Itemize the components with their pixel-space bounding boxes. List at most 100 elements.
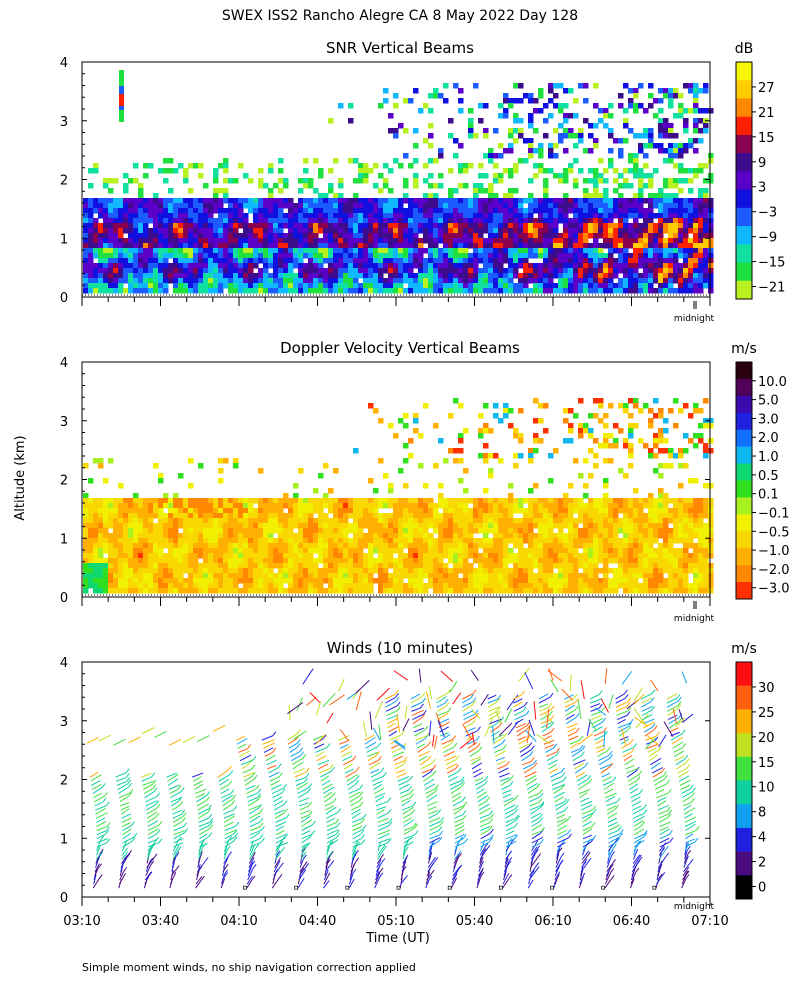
doppler-cell [258,533,264,539]
doppler-cell [483,573,489,579]
snr-cell [578,273,584,279]
doppler-cell [258,518,264,524]
doppler-cell [258,573,264,579]
snr-cell [418,243,424,249]
snr-cell [163,158,169,164]
snr-cell [703,218,709,224]
snr-cell [548,213,554,219]
snr-cell [588,273,594,279]
snr-cell [568,228,574,234]
doppler-cell [98,528,104,534]
snr-cell [623,258,629,264]
snr-cell [648,278,654,284]
snr-cell [563,263,569,269]
snr-cell [413,258,419,264]
snr-cell [183,178,189,184]
snr-cell [673,178,679,184]
doppler-cell [93,518,99,524]
snr-cell [583,233,589,239]
snr-cell [518,228,524,234]
snr-cell [513,213,519,219]
doppler-cell [413,543,419,549]
snr-cell [163,258,169,264]
snr-cell [193,268,199,274]
doppler-cell [288,513,294,519]
snr-cell [613,213,619,219]
snr-cell [488,268,494,274]
snr-cell [593,103,599,109]
snr-cell [83,288,89,294]
snr-cell [698,248,704,254]
doppler-cell [368,513,374,519]
doppler-cell [433,563,439,569]
snr-cell [358,168,364,174]
snr-cell [488,153,494,159]
snr-cell [398,283,404,289]
snr-cell [363,198,369,204]
snr-cell [273,233,279,239]
snr-cell [198,228,204,234]
doppler-cell [133,583,139,589]
doppler-cell [408,533,414,539]
doppler-cell [548,548,554,554]
snr-cell [643,163,649,169]
doppler-cell [323,563,329,569]
snr-cell [273,213,279,219]
doppler-cell [538,418,544,424]
doppler-cell [118,518,124,524]
doppler-cell [428,563,434,569]
doppler-cell [318,558,324,564]
snr-cell [298,268,304,274]
snr-cell [508,268,514,274]
snr-cell [508,128,514,134]
snr-cell [458,238,464,244]
doppler-cell [438,493,444,499]
snr-cell [403,263,409,269]
snr-cell [273,228,279,234]
snr-cell [603,238,609,244]
doppler-cell [188,503,194,509]
snr-cell [703,108,709,114]
snr-cell [88,203,94,209]
doppler-cell [508,568,514,574]
snr-cell [353,258,359,264]
doppler-cell [308,518,314,524]
snr-cell [388,223,394,229]
doppler-cell [93,503,99,509]
doppler-cell [483,518,489,524]
snr-cell [543,103,549,109]
snr-cell [648,103,654,109]
snr-cell [138,208,144,214]
snr-cell [123,203,129,209]
snr-cell [258,168,264,174]
doppler-cell [528,533,534,539]
snr-cell [123,273,129,279]
snr-cell [193,243,199,249]
snr-cell [273,288,279,294]
doppler-cell [313,573,319,579]
snr-cell [583,243,589,249]
doppler-cell [178,503,184,509]
snr-cell [103,283,109,289]
doppler-cell [133,538,139,544]
doppler-cell [383,548,389,554]
doppler-cell [403,568,409,574]
doppler-cell [483,583,489,589]
doppler-cell [398,568,404,574]
snr-cell [168,203,174,209]
snr-cell [119,94,124,98]
doppler-cell [403,508,409,514]
snr-cell [573,218,579,224]
snr-cell [498,288,504,294]
doppler-cell [298,533,304,539]
snr-cell [498,228,504,234]
snr-cell [223,213,229,219]
doppler-cell [188,533,194,539]
snr-cell [223,223,229,229]
snr-cell [413,288,419,294]
doppler-cell [483,458,489,464]
snr-cell [248,268,254,274]
doppler-cell [413,418,419,424]
doppler-cell [108,498,114,504]
doppler-cell [373,543,379,549]
